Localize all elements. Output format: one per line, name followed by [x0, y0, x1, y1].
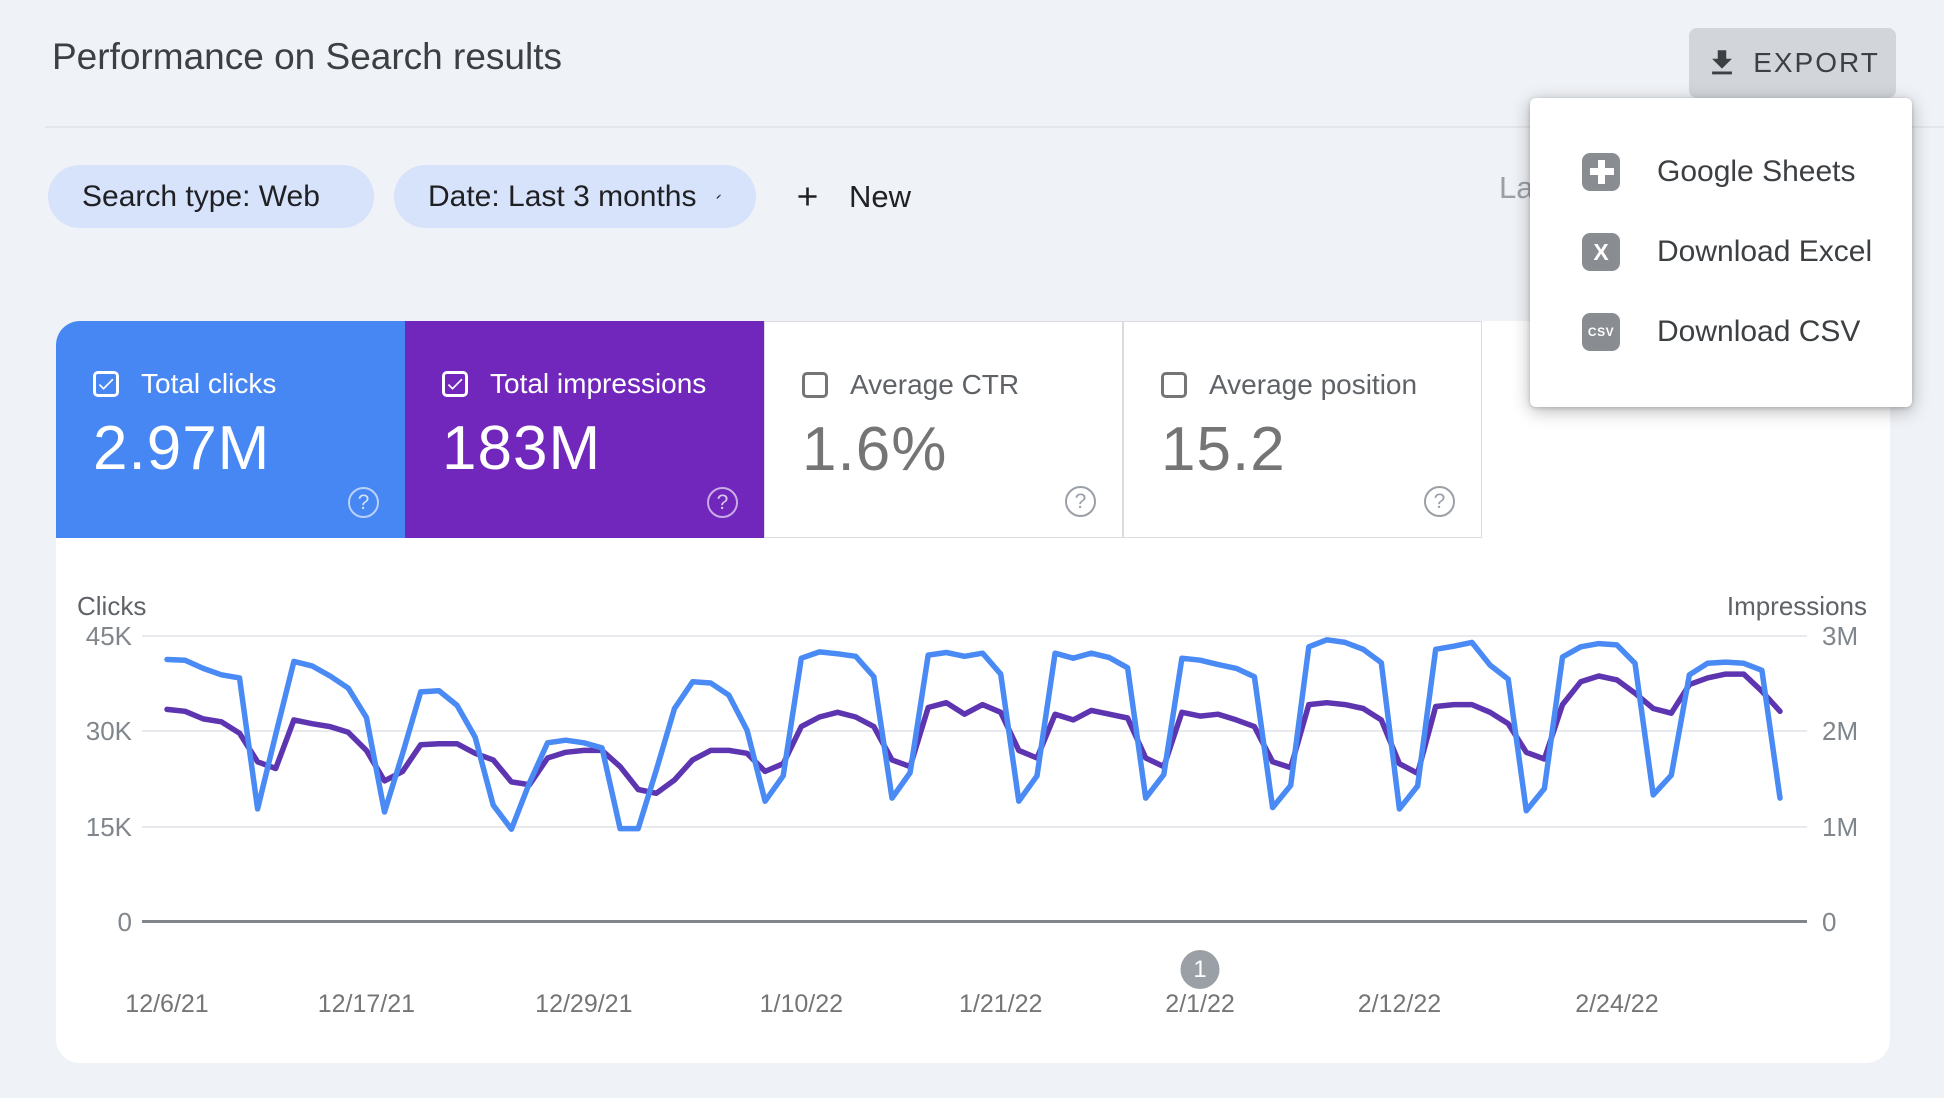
last-updated-partial-text: La: [1499, 170, 1534, 205]
right-axis-tick: 2M: [1822, 716, 1859, 747]
date-axis-label: 12/6/21: [125, 990, 209, 1018]
page-title: Performance on Search results: [52, 36, 563, 77]
date-filter-chip[interactable]: Date: Last 3 months: [394, 165, 756, 228]
annotation-marker[interactable]: 1: [1180, 950, 1220, 989]
menu-item-download-csv[interactable]: CSV Download CSV: [1530, 292, 1912, 372]
menu-item-label: Download Excel: [1657, 235, 1873, 268]
new-filter-button[interactable]: New: [792, 165, 911, 228]
google-sheets-icon: [1582, 153, 1620, 191]
date-axis-label: 2/1/22: [1165, 990, 1235, 1018]
menu-item-google-sheets[interactable]: Google Sheets: [1530, 132, 1912, 212]
edit-pencil-icon: [717, 194, 722, 199]
metric-label: Average CTR: [850, 369, 1020, 400]
metric-value: 15.2: [1161, 415, 1286, 484]
menu-item-label: Download CSV: [1657, 315, 1861, 348]
left-axis-tick: 30K: [85, 716, 132, 747]
excel-icon: X: [1582, 233, 1620, 271]
download-icon: [1712, 50, 1733, 75]
left-axis-tick: 15K: [85, 811, 132, 842]
metric-value: 2.97M: [93, 414, 271, 483]
checkbox-checked-icon[interactable]: [442, 371, 468, 397]
checkbox-checked-icon[interactable]: [93, 371, 119, 397]
export-menu: Google Sheets X Download Excel CSV Downl…: [1530, 98, 1912, 407]
checkbox-unchecked-icon[interactable]: [802, 372, 828, 398]
checkbox-unchecked-icon[interactable]: [1161, 372, 1187, 398]
date-axis-label: 12/29/21: [535, 990, 633, 1018]
date-axis-label: 1/21/22: [958, 990, 1043, 1018]
report-panel: Total clicks 2.97M ? Total impressions 1…: [56, 321, 1890, 1063]
export-button[interactable]: EXPORT: [1689, 28, 1896, 98]
menu-item-download-excel[interactable]: X Download Excel: [1530, 212, 1912, 292]
left-axis-tick: 45K: [85, 621, 132, 651]
left-axis-title: Clicks: [77, 591, 147, 621]
right-axis-tick: 3M: [1822, 621, 1859, 651]
help-icon[interactable]: ?: [348, 487, 379, 518]
export-button-label: EXPORT: [1753, 47, 1880, 78]
help-icon[interactable]: ?: [1424, 486, 1455, 517]
metric-label: Total clicks: [141, 368, 277, 399]
metric-card-total-impressions[interactable]: Total impressions 183M ?: [405, 321, 764, 538]
date-axis-label: 12/17/21: [317, 990, 416, 1018]
new-filter-label: New: [849, 178, 912, 214]
left-axis-tick: 0: [117, 907, 132, 937]
right-axis-tick: 0: [1822, 907, 1837, 937]
right-axis-title: Impressions: [1726, 591, 1867, 621]
metric-card-average-ctr[interactable]: Average CTR 1.6% ?: [764, 321, 1123, 538]
metric-label: Average position: [1209, 369, 1418, 400]
menu-item-label: Google Sheets: [1657, 155, 1856, 188]
metric-card-average-position[interactable]: Average position 15.2 ?: [1123, 321, 1482, 538]
header-divider: [45, 126, 1944, 128]
date-axis-label: 2/12/22: [1357, 990, 1442, 1018]
right-axis-tick: 1M: [1822, 811, 1859, 842]
date-axis-label: 2/24/22: [1575, 990, 1659, 1018]
metric-value: 183M: [442, 414, 602, 483]
search-type-chip-label: Search type: Web: [82, 179, 320, 213]
metric-value: 1.6%: [802, 415, 948, 484]
plus-icon: [798, 187, 817, 206]
search-type-chip[interactable]: Search type: Web: [48, 165, 374, 228]
help-icon[interactable]: ?: [707, 487, 738, 518]
date-axis-label: 1/10/22: [759, 990, 844, 1018]
date-filter-chip-label: Date: Last 3 months: [428, 179, 697, 213]
metric-label: Total impressions: [490, 368, 707, 399]
help-icon[interactable]: ?: [1065, 486, 1096, 517]
csv-icon: CSV: [1582, 313, 1620, 351]
metric-card-total-clicks[interactable]: Total clicks 2.97M ?: [56, 321, 405, 538]
